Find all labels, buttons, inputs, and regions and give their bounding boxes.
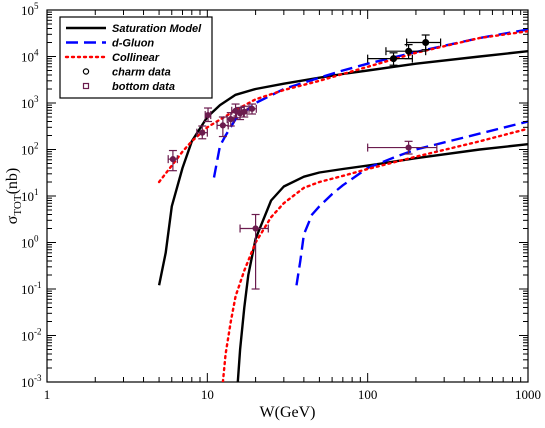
- series-line-bottom-solid: [236, 143, 528, 382]
- legend-swatch-circle: [82, 68, 90, 75]
- legend-entry: Collinear: [64, 52, 160, 64]
- series-line-bottom-dashed: [295, 120, 528, 286]
- series-line-charm-dashed: [212, 28, 528, 178]
- legend-entry: Saturation Model: [66, 23, 202, 35]
- series-line-charm-solid: [157, 50, 528, 286]
- x-tick-label: 1: [44, 387, 51, 402]
- bottom-data-point: [367, 140, 438, 155]
- legend-entry: charm data: [82, 67, 171, 79]
- x-axis-label: W(GeV): [260, 404, 316, 421]
- x-tick-label: 10: [201, 387, 214, 402]
- legend-label: bottom data: [112, 81, 175, 93]
- bottom-marker: [204, 111, 212, 119]
- y-tick-label: 10-2: [21, 327, 42, 344]
- bottom-data-point: [216, 116, 229, 138]
- charm-marker: [405, 47, 413, 55]
- y-tick-label: 100: [21, 234, 39, 251]
- y-tick-label: 10-3: [21, 373, 42, 390]
- y-axis-label: σTOT(nb): [4, 168, 24, 224]
- y-tick-label: 104: [21, 48, 39, 65]
- legend-entry: d-Gluon: [66, 38, 154, 50]
- charm-data-point: [406, 34, 442, 51]
- bottom-marker: [248, 105, 256, 112]
- y-tick-label: 10-1: [21, 280, 42, 297]
- legend-entry: bottom data: [82, 81, 175, 93]
- charm-marker: [422, 39, 430, 47]
- x-tick-label: 1000: [515, 387, 541, 402]
- y-tick-label: 101: [21, 187, 39, 204]
- y-tick-label: 105: [21, 1, 39, 18]
- legend-label: Saturation Model: [112, 23, 202, 35]
- y-axis-label-sub: TOT: [12, 194, 24, 215]
- bottom-data-point: [196, 125, 208, 140]
- legend-label: Collinear: [112, 52, 160, 64]
- charm-marker: [390, 55, 398, 63]
- bottom-data-point: [240, 105, 249, 118]
- y-tick-label: 102: [21, 141, 39, 158]
- legend: Saturation Model d-Gluon Collinear charm da…: [59, 16, 213, 99]
- series-line-charm-dotted: [157, 30, 528, 184]
- legend-swatch-square: [82, 82, 90, 90]
- series-lines: [157, 28, 528, 382]
- bottom-marker: [199, 129, 206, 136]
- bottom-marker: [252, 225, 259, 232]
- bottom-marker: [241, 108, 248, 115]
- legend-label: d-Gluon: [112, 38, 154, 50]
- y-tick-label: 103: [21, 94, 39, 111]
- bottom-marker: [219, 122, 226, 129]
- y-axis-label-unit: (nb): [4, 168, 21, 195]
- bottom-data-point: [167, 149, 178, 172]
- bottom-data-point: [204, 107, 213, 123]
- series-line-bottom-dotted: [221, 127, 528, 382]
- bottom-data-point: [248, 103, 257, 115]
- bottom-marker: [405, 144, 412, 151]
- bottom-marker: [169, 156, 177, 163]
- tick-labels: 1 10 100 1000 10-3 10-2 10-1 100 101 102 103 104 105: [21, 1, 541, 402]
- bottom-data-point: [239, 213, 269, 290]
- y-axis-label-main: σ: [4, 215, 21, 224]
- data-points: [167, 34, 442, 290]
- legend-label: charm data: [112, 67, 171, 79]
- x-tick-label: 100: [358, 387, 378, 402]
- tick-marks: [46, 9, 529, 383]
